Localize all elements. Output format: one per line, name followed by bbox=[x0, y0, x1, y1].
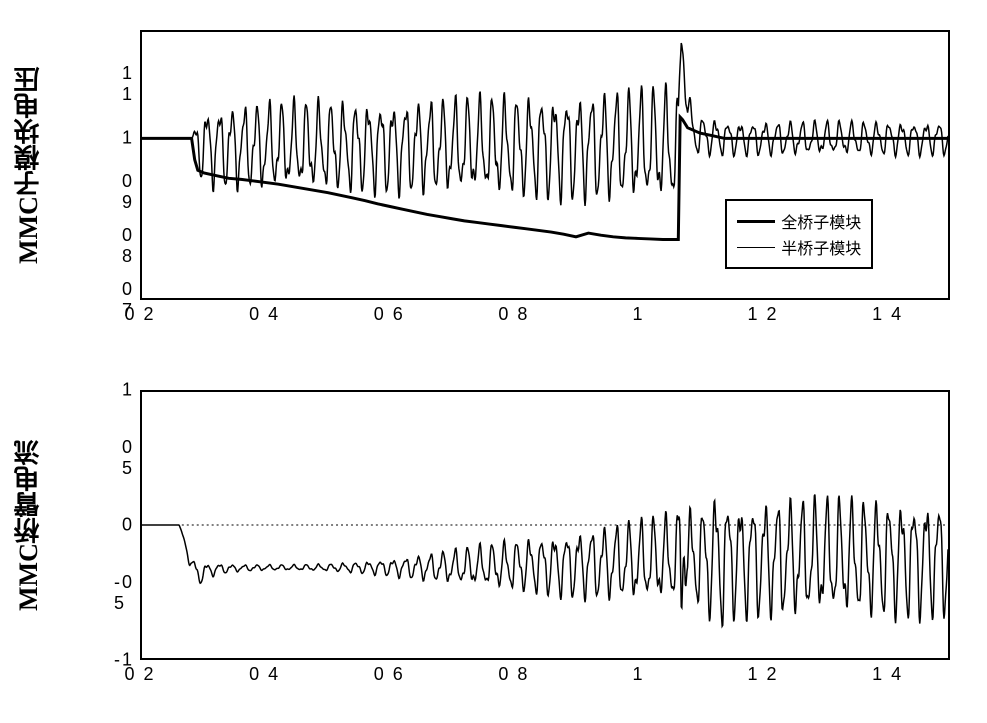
legend-line-icon bbox=[737, 220, 775, 223]
bottom-xticks-tick: 1 4 bbox=[872, 664, 903, 685]
top-ylabel: MMC子模块电压 bbox=[10, 30, 47, 300]
legend-label: 全桥子模块 bbox=[781, 209, 861, 233]
top-subplot: 全桥子模块半桥子模块 0 70 80 911 1 0 20 40 60 811 … bbox=[140, 30, 950, 300]
top-xticks-tick: 0 4 bbox=[249, 304, 280, 325]
top-legend: 全桥子模块半桥子模块 bbox=[725, 199, 873, 269]
top-xticks-tick: 1 bbox=[632, 304, 644, 325]
legend-row: 半桥子模块 bbox=[737, 235, 861, 259]
top-xticks-tick: 1 4 bbox=[872, 304, 903, 325]
top-xticks-tick: 1 2 bbox=[748, 304, 779, 325]
legend-row: 全桥子模块 bbox=[737, 209, 861, 233]
top-plot-area: 全桥子模块半桥子模块 bbox=[140, 30, 950, 300]
bottom-svg bbox=[142, 392, 948, 658]
bottom-xticks-tick: 0 8 bbox=[498, 664, 529, 685]
bottom-xticks-tick: 0 4 bbox=[249, 664, 280, 685]
bottom-yticks-tick: 0 5 bbox=[122, 437, 134, 479]
bottom-subplot: -1-0 500 51 0 20 40 60 811 21 4 bbox=[140, 390, 950, 660]
bottom-xticks-tick: 0 2 bbox=[124, 664, 155, 685]
top-xticks-tick: 0 2 bbox=[124, 304, 155, 325]
figure: MMC子模块电压 MMC桥臂电流 全桥子模块半桥子模块 0 70 80 911 … bbox=[10, 20, 967, 703]
legend-line-icon bbox=[737, 247, 775, 248]
bottom-ylabel: MMC桥臂电流 bbox=[10, 390, 47, 660]
bottom-plot-area bbox=[140, 390, 950, 660]
bottom-yticks-tick: -0 5 bbox=[114, 572, 134, 614]
bottom-xticks-tick: 1 bbox=[632, 664, 644, 685]
top-xticks-tick: 0 8 bbox=[498, 304, 529, 325]
top-yticks-tick: 1 1 bbox=[122, 63, 134, 105]
top-yticks-tick: 0 8 bbox=[122, 225, 134, 267]
top-xticks-tick: 0 6 bbox=[374, 304, 405, 325]
legend-label: 半桥子模块 bbox=[781, 235, 861, 259]
bottom-xticks-tick: 1 2 bbox=[748, 664, 779, 685]
arm-current-trace bbox=[142, 495, 948, 627]
top-yticks-tick: 0 9 bbox=[122, 171, 134, 213]
bottom-yticks-tick: 1 bbox=[122, 380, 134, 401]
bottom-xticks-tick: 0 6 bbox=[374, 664, 405, 685]
top-yticks-tick: 1 bbox=[122, 128, 134, 149]
bottom-yticks-tick: 0 bbox=[122, 515, 134, 536]
